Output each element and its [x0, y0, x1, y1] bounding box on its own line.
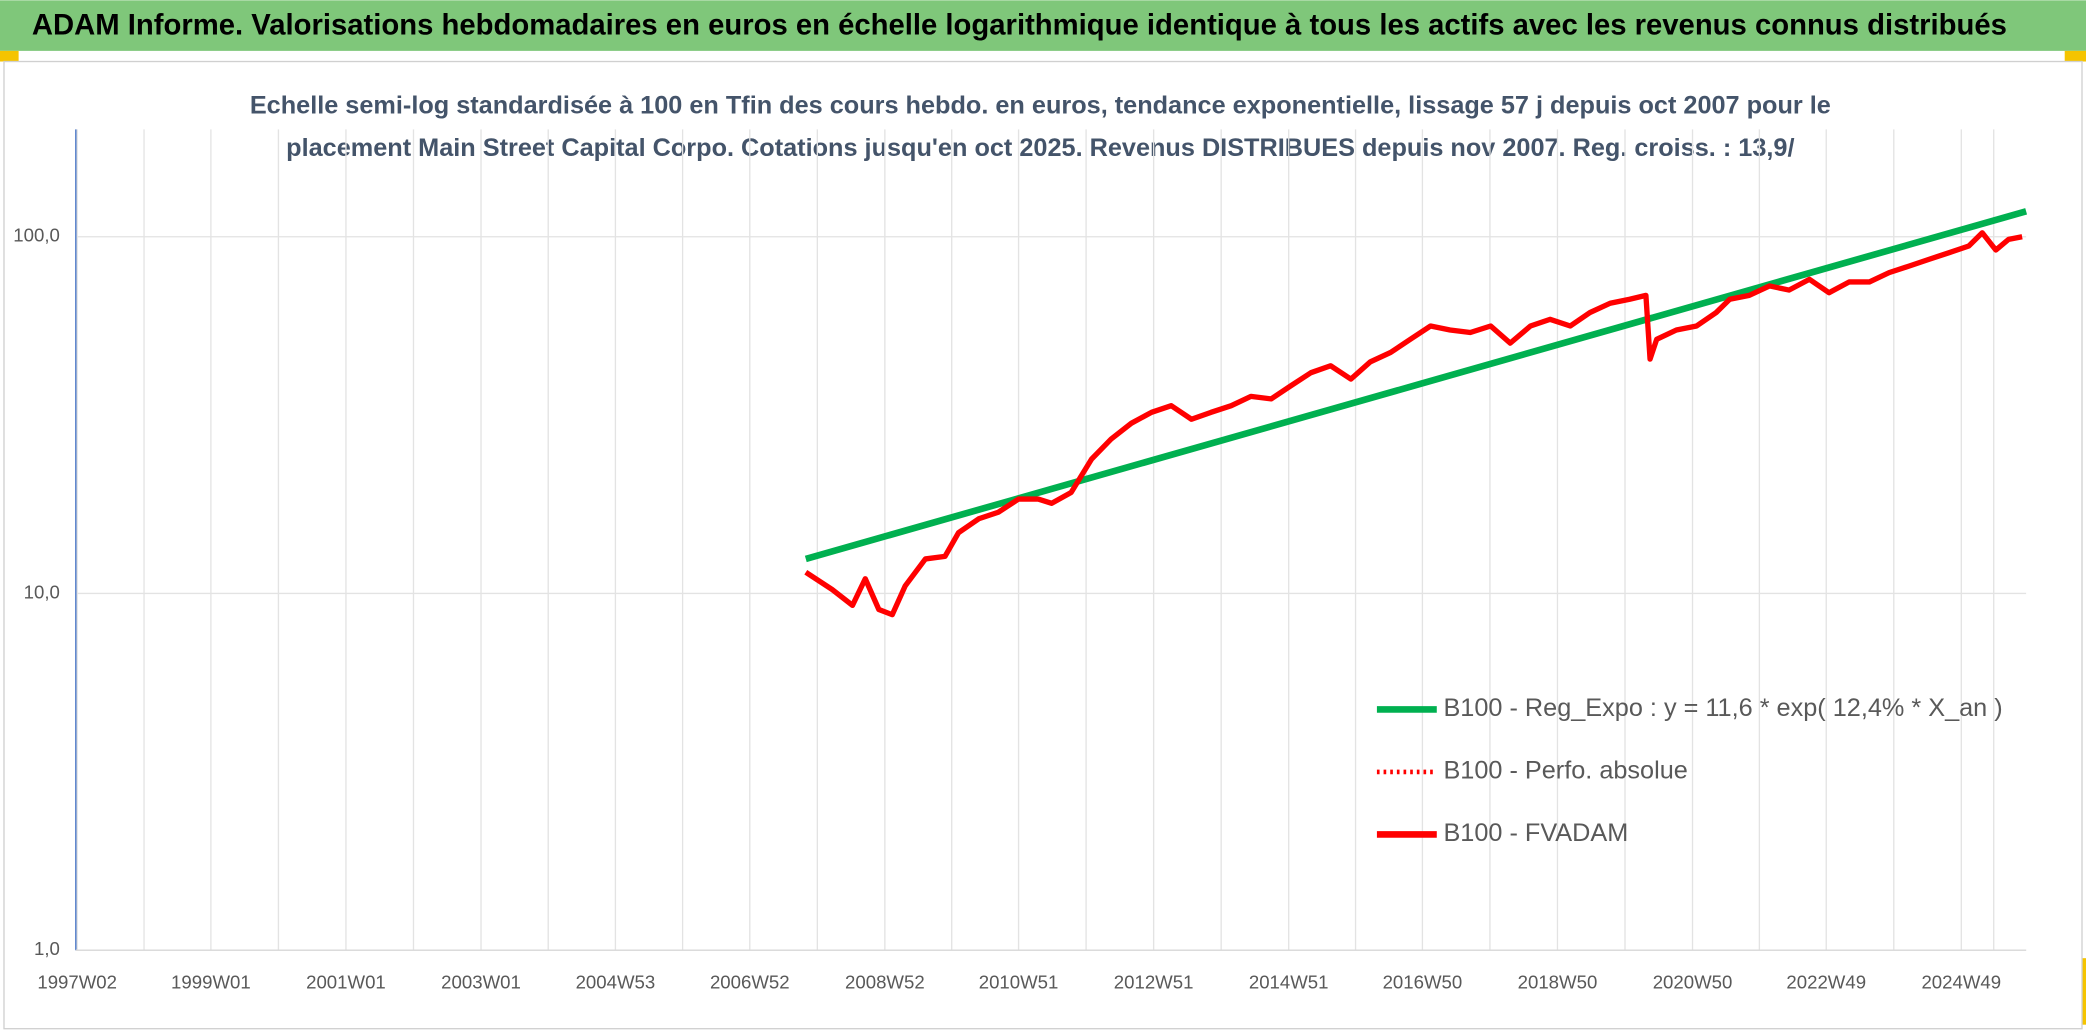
x-tick-label: 2020W50: [1653, 971, 1733, 992]
x-tick-label: 2004W53: [576, 971, 656, 992]
banner: [0, 0, 2086, 51]
chart-title: placement Main Street Capital Corpo. Cot…: [286, 134, 1794, 162]
legend-label: B100 - Perfo. absolue: [1443, 757, 1687, 785]
legend-label: B100 - FVADAM: [1443, 819, 1628, 847]
x-tick-label: 2001W01: [306, 971, 386, 992]
x-tick-label: 2016W50: [1383, 971, 1463, 992]
chart-title: Echelle semi-log standardisée à 100 en T…: [250, 91, 1831, 119]
legend-label: B100 - Reg_Expo : y = 11,6 * exp( 12,4% …: [1443, 694, 2002, 722]
x-tick-label: 2008W52: [845, 971, 925, 992]
x-tick-label: 2006W52: [710, 971, 790, 992]
chart-frame: [3, 60, 2083, 1030]
x-tick-label: 2014W51: [1249, 971, 1329, 992]
y-tick-label: 10,0: [24, 581, 60, 602]
x-tick-label: 1997W02: [37, 971, 117, 992]
x-tick-label: 2010W51: [979, 971, 1059, 992]
x-tick-label: 1999W01: [171, 971, 251, 992]
x-tick-label: 2024W49: [1921, 971, 2001, 992]
y-tick-label: 100,0: [13, 225, 60, 246]
x-tick-label: 2003W01: [441, 971, 521, 992]
x-tick-label: 2012W51: [1114, 971, 1194, 992]
banner-title: ADAM Informe. Valorisations hebdomadaire…: [32, 10, 2007, 42]
series-line: [804, 208, 2028, 563]
series-line: [804, 230, 2023, 618]
y-tick-label: 1,0: [34, 938, 60, 959]
x-tick-label: 2018W50: [1518, 971, 1598, 992]
plot: 1997W02 1999W01 2001W01 2003W01 2004W53 2006W…: [13, 129, 2028, 992]
x-tick-label: 2022W49: [1786, 971, 1866, 992]
corner-mark: [2064, 50, 2086, 62]
corner-mark: [0, 50, 19, 62]
